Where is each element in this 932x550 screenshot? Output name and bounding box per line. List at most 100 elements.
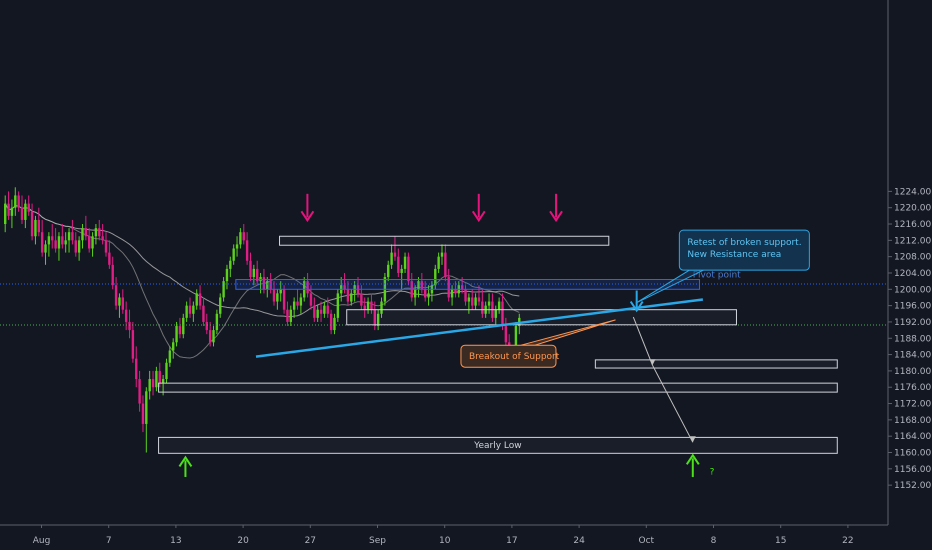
candle-body [91, 236, 94, 249]
candle-up [91, 232, 94, 257]
candle-body [161, 379, 165, 384]
candle-body [400, 268, 403, 273]
candle-down [114, 277, 118, 310]
candle-body [326, 305, 329, 314]
moving-average-line [4, 203, 520, 318]
candle-up [168, 346, 172, 367]
price-axis-panel[interactable] [888, 0, 932, 550]
x-tick-label: Oct [639, 536, 655, 546]
x-tick-label: 7 [106, 536, 112, 546]
target-arrow-head [685, 453, 700, 465]
candle-body [380, 301, 383, 314]
candle-body [514, 326, 518, 359]
candle-body [424, 289, 427, 298]
retest-callout-box[interactable] [678, 229, 810, 271]
y-tick-label: 1220.00 [894, 204, 931, 214]
x-tick-label: 8 [711, 536, 717, 546]
candle-up [192, 301, 195, 322]
candle-body [51, 236, 54, 241]
candle-body [444, 252, 447, 278]
candle-body [363, 305, 366, 310]
candle-body [225, 268, 229, 282]
candle-body [205, 321, 208, 331]
candle-body [350, 293, 353, 302]
yearly-low-zone[interactable] [158, 436, 838, 454]
candle-body [77, 240, 81, 253]
candle-down [420, 272, 424, 294]
y-tick-label: 1212.00 [894, 236, 931, 246]
candle-up [235, 236, 239, 257]
candle-body [316, 309, 319, 318]
candle-body [148, 379, 151, 392]
candle-body [155, 370, 158, 388]
candle-down [477, 285, 481, 306]
candle-body [229, 260, 232, 269]
candle-body [192, 305, 195, 314]
candle-down [40, 219, 44, 257]
candle-down [151, 370, 155, 396]
candle-body [40, 232, 44, 253]
candle-body [501, 301, 504, 327]
x-tick-label: Aug [33, 536, 51, 546]
pivot-zone[interactable] [235, 279, 701, 290]
candle-up [10, 199, 14, 229]
candle-up [47, 232, 51, 257]
candle-body [27, 203, 30, 212]
candle-body [474, 297, 477, 306]
candle-body [346, 289, 350, 302]
candle-down [138, 370, 141, 412]
candle-body [420, 281, 424, 290]
candle-body [413, 289, 417, 298]
candle-body [256, 268, 259, 282]
candle-down [481, 289, 484, 318]
candle-up [494, 305, 497, 327]
candle-up [413, 285, 417, 306]
candle-up [316, 305, 319, 322]
candle-body [198, 293, 202, 306]
candle-down [20, 195, 24, 225]
candle-up [450, 285, 454, 306]
candle-down [208, 321, 212, 347]
candle-up [222, 277, 225, 302]
candle-down [363, 297, 366, 318]
support-zone[interactable] [346, 309, 737, 326]
candle-body [168, 350, 172, 363]
candle-up [64, 232, 67, 253]
candle-body [239, 232, 242, 245]
candle-down [202, 297, 205, 327]
candle-body [108, 252, 111, 265]
y-tick-label: 1204.00 [894, 269, 931, 279]
candle-body [141, 403, 145, 424]
candle-up [94, 224, 98, 245]
candle-up [4, 195, 7, 233]
candle-body [494, 309, 497, 318]
candle-down [249, 252, 252, 282]
candle-body [67, 232, 71, 241]
candle-body [477, 297, 481, 302]
candle-down [346, 281, 350, 306]
candle-body [427, 293, 430, 298]
candle-down [7, 191, 10, 220]
candle-up [118, 293, 121, 318]
candle-body [235, 244, 239, 249]
resistance-zone[interactable] [279, 235, 610, 246]
candle-body [54, 240, 57, 249]
candle-body [74, 240, 77, 253]
candle-up [219, 293, 222, 318]
projection-path-2 [652, 364, 694, 443]
candle-body [111, 264, 114, 286]
target-zone-2[interactable] [158, 382, 838, 393]
candle-up [225, 264, 229, 290]
rising-trendline[interactable] [255, 298, 704, 358]
retest-callout-text: Retest of broken support. [687, 238, 801, 248]
candle-up [165, 358, 168, 384]
candle-body [30, 211, 34, 237]
target-zone-1[interactable] [594, 359, 838, 369]
candle-down [464, 285, 467, 306]
candle-body [313, 305, 316, 318]
candle-body [309, 293, 313, 306]
candle-up [366, 297, 370, 314]
breakout-callout-box[interactable] [460, 344, 557, 368]
candle-body [47, 236, 51, 245]
